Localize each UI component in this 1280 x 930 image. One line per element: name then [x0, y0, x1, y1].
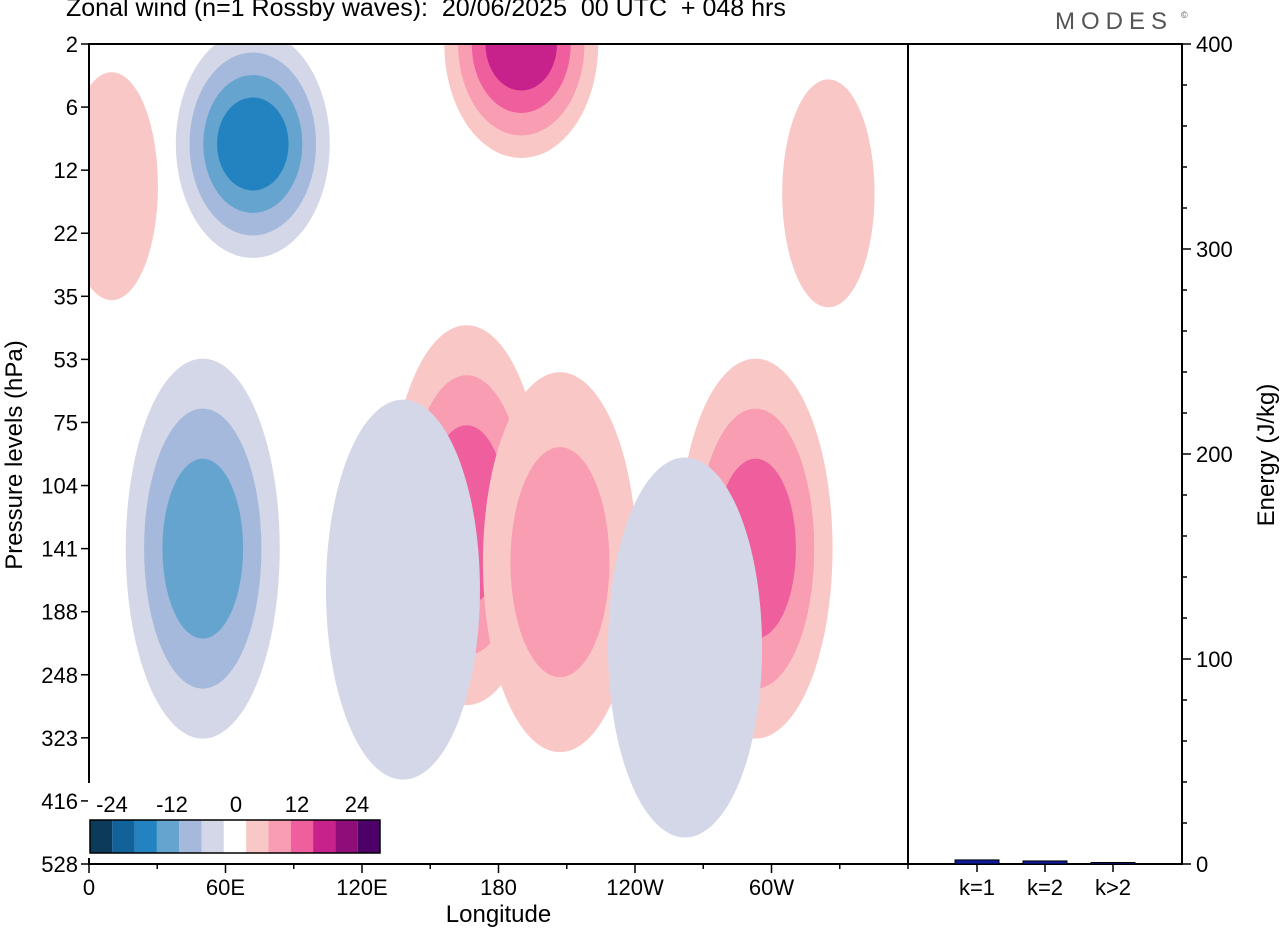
x-tick-label: 60E [206, 875, 245, 900]
y-tick-label: 75 [54, 410, 78, 435]
contour-band [325, 399, 480, 780]
colorbar-swatch [90, 820, 113, 853]
energy-bar [1022, 860, 1068, 865]
y-tick-label: 104 [41, 474, 78, 499]
chart-title: Zonal wind (n=1 Rossby waves): 20/06/202… [66, 0, 786, 22]
colorbar-swatch [357, 820, 380, 853]
bar-category-label: k=1 [959, 875, 995, 900]
contour-cell [782, 79, 875, 308]
modes-logo: MODES [1055, 8, 1174, 35]
y-tick-label: 53 [54, 347, 78, 372]
colorbar-swatch [290, 820, 314, 853]
y-tick-label: 2 [66, 32, 78, 57]
colorbar-frame [89, 819, 381, 854]
energy-tick-label: 400 [1196, 32, 1233, 57]
y-tick-label: 248 [41, 663, 78, 688]
energy-bars: k=1 k=2 k>2 [954, 859, 1136, 900]
contour-cell [325, 399, 480, 780]
y-tick-label: 35 [54, 284, 78, 309]
energy-tick-label: 300 [1196, 237, 1233, 262]
colorbar-swatch [179, 820, 202, 853]
energy-tick-label: 100 [1196, 647, 1233, 672]
colorbar-swatch [268, 820, 291, 853]
contour-cell [89, 72, 158, 301]
copyright-mark: © [1181, 10, 1188, 20]
colorbar-tick-label: 0 [230, 792, 242, 817]
contour-band [510, 447, 610, 678]
contour-band [485, 44, 557, 91]
contour-cell [175, 44, 330, 258]
energy-tick-label: 200 [1196, 442, 1233, 467]
colorbar-tick-label: 12 [285, 792, 309, 817]
axis-labels: Longitude Pressure levels (hPa) Energy (J/… [1, 340, 1280, 928]
x-axis-label: Longitude [446, 901, 551, 928]
colorbar-swatch [112, 820, 135, 853]
contour-cell [482, 372, 637, 753]
colorbar-swatch [223, 820, 247, 853]
y-tick-label: 416 [41, 789, 78, 814]
contour-band [782, 79, 875, 308]
zonal-wind-contours [89, 44, 875, 838]
colorbar-swatch [313, 820, 336, 853]
bar-category-label: k>2 [1095, 875, 1131, 900]
energy-bar [954, 859, 1000, 865]
bar-category-label: k=2 [1027, 875, 1063, 900]
y-tick-label: 528 [41, 852, 78, 877]
contour-cell [125, 358, 280, 739]
contour-band [162, 458, 244, 639]
colorbar-swatch [201, 820, 224, 853]
y-tick-label: 22 [54, 221, 78, 246]
colorbar-swatch [335, 820, 358, 853]
contour-cell [444, 44, 599, 158]
contour-cell [608, 457, 763, 838]
y-axis-label: Pressure levels (hPa) [1, 340, 28, 569]
y-tick-label: 188 [41, 600, 78, 625]
x-tick-label: 180 [480, 875, 517, 900]
contour-band [608, 457, 763, 838]
colorbar-swatch [134, 820, 157, 853]
x-tick-label: 120W [606, 875, 664, 900]
colorbar-swatch [246, 820, 269, 853]
colorbar-tick-label: 24 [345, 792, 369, 817]
contour-band [89, 72, 158, 301]
x-tick-label: 120E [336, 875, 387, 900]
contour-band [217, 97, 289, 191]
x-tick-label: 60W [749, 875, 794, 900]
energy-tick-label: 0 [1196, 852, 1208, 877]
y-tick-label: 141 [41, 537, 78, 562]
y-tick-label: 12 [54, 158, 78, 183]
colorbar-tick-label: -12 [156, 792, 188, 817]
y-tick-label: 6 [66, 95, 78, 120]
energy-bar [1090, 862, 1136, 865]
x-tick-label: 0 [83, 875, 95, 900]
y-tick-label: 323 [41, 726, 78, 751]
colorbar-tick-label: -24 [96, 792, 128, 817]
energy-axis-label: Energy (J/kg) [1253, 384, 1280, 527]
colorbar-swatch [156, 820, 180, 853]
bar-panel-frame [907, 43, 1183, 865]
colorbar: -24 -12 0 12 24 [88, 783, 382, 858]
